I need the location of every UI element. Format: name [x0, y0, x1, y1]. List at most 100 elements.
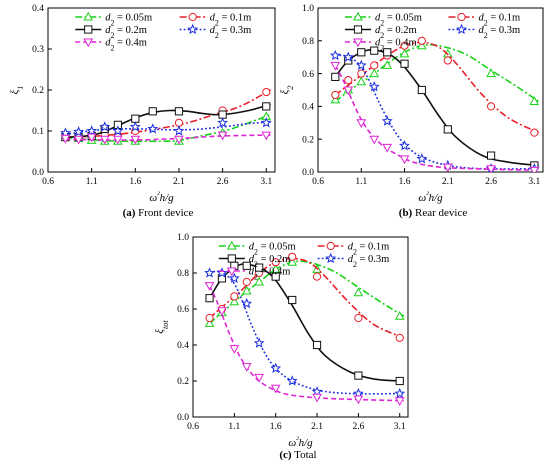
panel-caption-text: Front device [135, 207, 193, 219]
chart-panel-2: 0.6 1.1 1.6 2.1 2.6 3.10.00.20.40.60.81.0ξ2ω²… [279, 4, 544, 219]
data-point [312, 272, 322, 281]
data-point [260, 117, 272, 128]
x-tick-label: 1.6 [129, 177, 141, 187]
legend-label-var: d [210, 13, 216, 24]
legend-label-var: d [375, 25, 381, 36]
legend-label-rest: = 0.2m [114, 25, 146, 36]
legend-label: d2 = 0.1m [479, 13, 521, 28]
data-point [242, 277, 251, 287]
data-point [217, 117, 229, 128]
label-part: tot [161, 320, 170, 329]
data-point [129, 121, 141, 132]
legend-marker [83, 38, 94, 48]
data-point [312, 393, 322, 403]
legend-label: d2 = 0.05m [375, 13, 422, 28]
legend-label-sub: 2 [254, 272, 258, 281]
data-point [217, 307, 227, 317]
data-point [254, 373, 265, 383]
data-point [147, 123, 159, 134]
legend-entry: d2 = 0.1m [317, 242, 390, 257]
y-tick-label: 1.0 [302, 4, 314, 14]
data-point [486, 165, 496, 172]
y-tick-label: 0.4 [302, 103, 314, 113]
data-point [356, 119, 367, 129]
data-point [357, 48, 366, 57]
data-point [112, 135, 123, 145]
label-part: ω [288, 437, 296, 449]
legend-entry: d2 = 0.05m [345, 11, 422, 28]
series-4 [204, 267, 406, 399]
data-point [205, 294, 214, 303]
legend-marker [325, 252, 337, 264]
legend-label: d2 = 0.1m [210, 13, 252, 28]
legend-marker [226, 267, 237, 277]
data-point [529, 96, 540, 105]
y-axis-label: ξtot [154, 320, 170, 334]
data-point [442, 163, 453, 172]
data-point [395, 333, 404, 342]
legend-entry: d2 = 0.2m [75, 25, 147, 40]
legend-marker [226, 240, 237, 250]
legend-label-rest: = 0.2m [258, 254, 290, 265]
legend-label: d2 = 0.2m [249, 254, 291, 269]
legend-label: d2 = 0.2m [375, 25, 417, 40]
data-point [253, 337, 265, 348]
panel-caption-letter: (c) [279, 449, 292, 461]
legend-label-sub: 2 [110, 18, 114, 27]
data-point [270, 384, 281, 394]
legend-label-var: d [210, 25, 216, 36]
data-point [173, 125, 185, 136]
data-point [382, 60, 393, 69]
data-point [399, 140, 410, 151]
data-point [261, 131, 272, 141]
y-tick-label: 0.6 [302, 70, 314, 80]
legend-label-sub: 2 [215, 18, 219, 27]
series-line [209, 270, 404, 395]
series-line [208, 285, 404, 402]
label-part: ξ [154, 329, 166, 334]
label-part: ξ [279, 89, 291, 94]
legend-label-sub: 2 [215, 31, 219, 40]
legend-marker [353, 11, 363, 21]
x-tick-label: 2.1 [173, 177, 185, 187]
data-point [204, 282, 215, 291]
series-4 [60, 117, 272, 138]
legend-marker [353, 38, 363, 48]
data-point [399, 48, 410, 58]
panel-caption: (b) Rear device [399, 207, 468, 219]
y-axis-label: ξ1 [9, 86, 25, 95]
legend-entry: d2 = 0.3m [448, 23, 520, 40]
data-point [288, 295, 297, 305]
data-point [99, 121, 111, 132]
x-tick-label: 3.1 [394, 422, 406, 432]
legend-entry: d2 = 0.05m [75, 11, 152, 27]
plot-frame [192, 236, 409, 418]
data-point [369, 68, 380, 78]
y-tick-label: 0.4 [32, 4, 44, 14]
y-tick-label: 0.6 [177, 305, 189, 315]
legend-label: d2 = 0.1m [348, 242, 390, 257]
x-tick-label: 2.6 [217, 177, 229, 187]
series-line [208, 263, 404, 382]
data-point [400, 41, 409, 50]
legend-entry: d2 = 0.3m [179, 23, 251, 40]
series-line [65, 103, 271, 138]
data-point [486, 151, 496, 160]
series-5 [330, 61, 540, 172]
data-point [343, 86, 354, 96]
label-part: h/g [429, 192, 444, 204]
x-tick-label: 2.1 [311, 422, 323, 432]
data-point [369, 135, 380, 145]
legend-label-sub: 2 [484, 31, 488, 40]
legend-label-var: d [348, 254, 354, 265]
x-tick-label: 0.6 [187, 422, 199, 432]
x-axis-label: ω²h/g [418, 190, 443, 205]
data-point [230, 292, 239, 301]
legend-marker [456, 23, 467, 35]
series-line [334, 41, 540, 134]
legend-label-sub: 2 [353, 260, 357, 269]
data-point [355, 59, 367, 71]
legend-label-var: d [375, 38, 381, 49]
data-point [353, 287, 364, 297]
